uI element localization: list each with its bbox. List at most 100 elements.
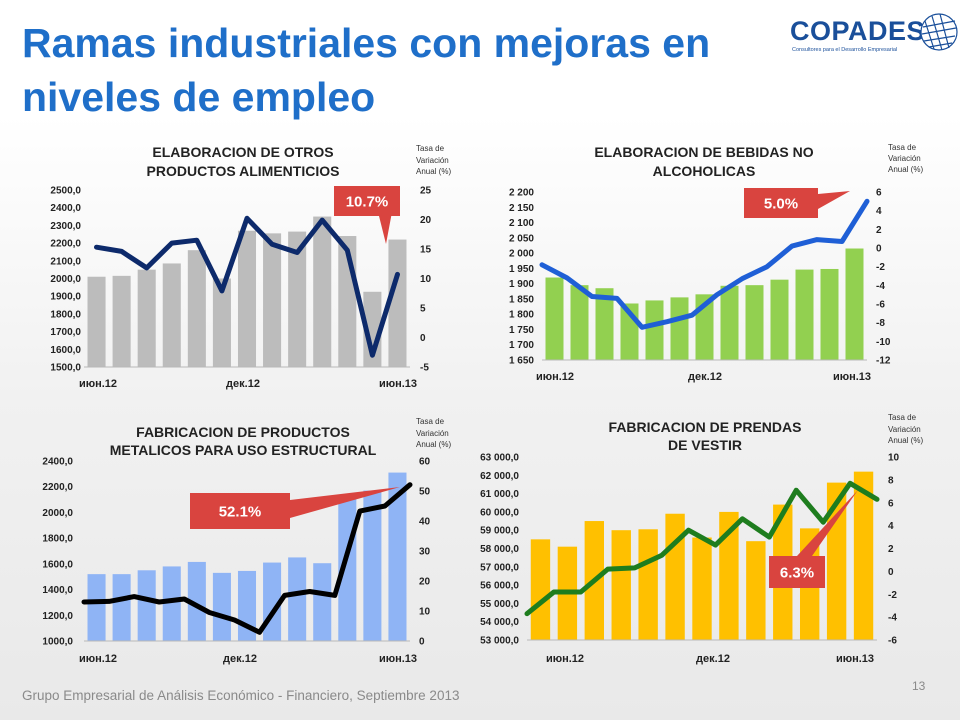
left-axis-tick: 2 200 [509,188,534,199]
right-axis-title-line: Variación [888,425,921,434]
chart-title-line: ALCOHOLICAS [653,163,756,179]
left-axis-tick: 2 000 [509,249,534,260]
right-axis-title-line: Anual (%) [416,167,451,176]
bar [162,263,181,367]
bar [665,513,685,640]
chart-productos-metalicos: FABRICACION DE PRODUCTOS METALICOS PARA U… [42,417,451,665]
chart-title-line: FABRICACION DE PRODUCTOS [136,424,350,440]
right-axis-tick: -5 [420,363,429,374]
bar [770,279,789,360]
bar [746,541,766,640]
right-axis-tick: 30 [419,547,431,558]
page-number: 13 [912,679,926,693]
left-axis-tick: 1 800 [509,310,534,321]
callout-box [334,186,400,216]
x-axis-tick: июн.13 [833,371,871,383]
left-axis-tick: 1 950 [509,264,534,275]
left-axis-tick: 2100,0 [50,256,81,267]
right-axis-title-line: Anual (%) [888,165,923,174]
right-axis-tick: -4 [876,281,885,292]
left-axis-tick: 59 000,0 [480,526,519,537]
bar [545,277,564,360]
bar [645,300,664,360]
callout-label: 52.1% [219,504,262,521]
right-axis-title-line: Variación [888,154,921,163]
bar [87,574,106,641]
bar [363,490,382,641]
bar [137,269,156,367]
chart-title-line: ELABORACION DE OTROS [152,144,333,160]
bar [212,278,231,367]
right-axis-tick: 6 [888,498,894,509]
x-axis-tick: дек.12 [223,653,257,665]
left-axis-tick: 1600,0 [50,345,81,356]
footer-text: Grupo Empresarial de Análisis Económico … [22,688,460,703]
bar [595,288,614,360]
right-axis-tick: -6 [888,636,897,647]
right-axis-tick: 6 [876,188,882,199]
right-axis-tick: 10 [888,453,900,464]
right-axis-tick: 2 [888,544,894,555]
bar [288,557,307,641]
right-axis-title-line: Tasa de [888,143,917,152]
x-axis-tick: июн.13 [379,378,417,390]
right-axis-tick: 25 [420,186,432,197]
left-axis-tick: 1500,0 [50,363,81,374]
right-axis-tick: -2 [876,262,885,273]
chart-title-line: ELABORACION DE BEBIDAS NO [594,144,813,160]
x-axis-tick: июн.12 [79,378,117,390]
right-axis-tick: -4 [888,613,897,624]
globe-icon [920,13,958,51]
right-axis-title-line: Tasa de [416,144,445,153]
bar [187,250,206,367]
right-axis-tick: 5 [420,304,426,315]
right-axis-tick: 0 [888,567,894,578]
bar [853,471,874,640]
bar [719,511,739,640]
left-axis-tick: 1800,0 [50,309,81,320]
bar [288,231,307,367]
x-axis-tick: июн.12 [546,653,584,665]
bar [530,539,551,640]
bar [162,566,181,641]
bar [820,268,839,360]
right-axis-title-line: Tasa de [416,417,445,426]
left-axis-tick: 58 000,0 [480,544,519,555]
bar [137,570,156,641]
right-axis-tick: 0 [420,333,426,344]
callout-box [769,556,825,588]
right-axis-tick: 0 [876,244,882,255]
right-axis-tick: 10 [419,607,431,618]
left-axis-tick: 53 000,0 [480,636,519,647]
bar [670,297,689,360]
right-axis-tick: 4 [876,206,882,217]
callout-box [744,188,818,218]
bar [112,275,131,367]
bar [570,285,589,360]
bar [112,574,131,641]
callout-pointer [378,212,392,244]
x-axis-tick: дек.12 [696,653,730,665]
bar [745,285,764,360]
right-axis-tick: 2 [876,225,882,236]
bar [388,239,407,367]
left-axis-tick: 61 000,0 [480,489,519,500]
left-axis-tick: 56 000,0 [480,581,519,592]
x-axis-tick: июн.13 [836,653,874,665]
right-axis-tick: 15 [420,245,432,256]
left-axis-tick: 1700,0 [50,327,81,338]
left-axis-tick: 1900,0 [50,292,81,303]
left-axis-tick: 1200,0 [42,611,73,622]
left-axis-tick: 1 850 [509,294,534,305]
bar [187,561,206,641]
bar [87,276,106,367]
page-title: Ramas industriales con mejoras en nivele… [22,20,711,120]
chart-bebidas-no-alcoholicas: ELABORACION DE BEBIDAS NO ALCOHOLICAS Tasa… [509,143,923,383]
right-axis-tick: 20 [419,577,431,588]
left-axis-tick: 2 100 [509,218,534,229]
left-axis-tick: 1 750 [509,325,534,336]
x-axis-tick: июн.13 [379,653,417,665]
series-line [539,198,870,330]
chart-title-line: PRODUCTOS ALIMENTICIOS [147,163,340,179]
bar [720,285,739,360]
